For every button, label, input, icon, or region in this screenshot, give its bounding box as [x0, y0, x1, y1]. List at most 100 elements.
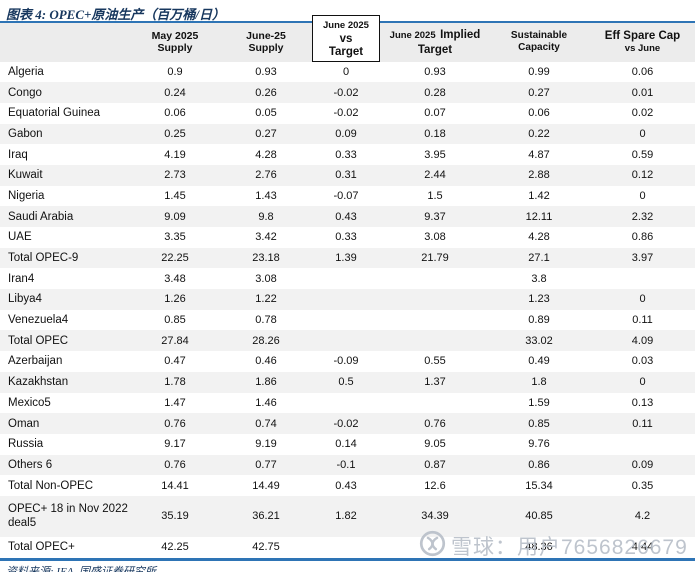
cell-may-2025-supply: 0.25 [164, 127, 186, 140]
cell-june-2025-vs-target [310, 289, 382, 310]
cell-june-25-supply: 42.75 [252, 541, 280, 554]
cell-sustainable-capacity: 9.76 [528, 438, 550, 451]
cell-implied-target: 9.37 [424, 210, 446, 223]
cell-june-2025-vs-target [310, 310, 382, 331]
row-label: Nigeria [8, 189, 45, 202]
cell-june-25-supply: 0.77 [255, 458, 277, 471]
table-row: Iraq 4.19 4.28 0.33 3.95 4.87 0.59 [0, 144, 695, 165]
cell-june-25-supply: 2.76 [255, 169, 277, 182]
cell-june-2025-vs-target: 0.31 [335, 169, 357, 182]
cell-sustainable-capacity: 0.86 [528, 458, 550, 471]
cell-eff-spare-cap: 4.2 [634, 510, 651, 523]
cell-may-2025-supply: 0.24 [164, 86, 186, 99]
cell-june-25-supply: 1.46 [255, 396, 277, 409]
cell-eff-spare-cap: 0 [639, 127, 646, 140]
table-row: Iran4 3.48 3.08 3.8 [0, 268, 695, 290]
cell-june-25-supply: 1.22 [255, 293, 277, 306]
cell-eff-spare-cap: 0.35 [631, 479, 654, 492]
col-header-eff-spare-cap: Eff Spare Cap vs June [604, 29, 681, 54]
cell-may-2025-supply: 27.84 [161, 334, 189, 347]
cell-may-2025-supply: 1.78 [164, 376, 186, 389]
cell-implied-target [382, 310, 488, 331]
cell-may-2025-supply: 35.19 [161, 510, 189, 523]
cell-sustainable-capacity: 4.87 [528, 148, 550, 161]
cell-june-2025-vs-target: -0.07 [333, 189, 359, 202]
cell-sustainable-capacity: 33.02 [525, 334, 553, 347]
cell-sustainable-capacity: 27.1 [528, 252, 550, 265]
cell-may-2025-supply: 3.48 [164, 272, 186, 285]
cell-may-2025-supply: 2.73 [164, 169, 186, 182]
cell-may-2025-supply: 42.25 [161, 541, 189, 554]
cell-implied-target: 1.37 [424, 376, 446, 389]
cell-eff-spare-cap: 0.11 [632, 314, 653, 327]
cell-june-25-supply: 0.46 [255, 355, 277, 368]
table-row: Gabon 0.25 0.27 0.09 0.18 0.22 0 [0, 123, 695, 145]
cell-june-2025-vs-target: 1.82 [335, 510, 357, 523]
cell-june-25-supply: 14.49 [252, 479, 280, 492]
cell-implied-target: 0.28 [424, 86, 446, 99]
cell-eff-spare-cap: 0.06 [631, 65, 654, 78]
row-label: Kazakhstan [8, 376, 69, 389]
cell-june-2025-vs-target: 0.14 [335, 438, 357, 451]
cell-eff-spare-cap: 0 [639, 189, 646, 202]
cell-eff-spare-cap: 0.09 [631, 458, 654, 471]
cell-sustainable-capacity: 0.27 [528, 86, 550, 99]
table-row: Total Non-OPEC 14.41 14.49 0.43 12.6 15.… [0, 475, 695, 496]
row-label: Algeria [8, 65, 44, 78]
cell-june-2025-vs-target [310, 393, 382, 414]
cell-june-25-supply: 0.26 [255, 86, 277, 99]
cell-sustainable-capacity: 40.85 [525, 510, 553, 523]
cell-sustainable-capacity: 0.22 [528, 127, 550, 140]
row-label: Kuwait [8, 169, 43, 182]
row-label: Total OPEC-9 [8, 252, 79, 265]
cell-implied-target: 12.6 [424, 479, 446, 492]
row-label: Mexico5 [8, 396, 51, 409]
cell-may-2025-supply: 4.19 [164, 148, 186, 161]
table-row: Kuwait 2.73 2.76 0.31 2.44 2.88 0.12 [0, 164, 695, 186]
cell-june-25-supply: 4.28 [255, 148, 277, 161]
cell-may-2025-supply: 1.26 [164, 293, 186, 306]
row-label: Total OPEC [8, 334, 69, 347]
cell-june-2025-vs-target: 0.43 [335, 479, 357, 492]
cell-june-25-supply: 0.93 [255, 65, 277, 78]
cell-sustainable-capacity: 0.85 [528, 417, 550, 430]
row-label: Russia [8, 438, 44, 451]
row-label: UAE [8, 231, 32, 244]
table-row: Mexico5 1.47 1.46 1.59 0.13 [0, 392, 695, 414]
row-label: Azerbaijan [8, 355, 63, 368]
cell-may-2025-supply: 3.35 [164, 231, 186, 244]
cell-implied-target: 0.55 [424, 355, 446, 368]
cell-sustainable-capacity: 0.99 [528, 65, 550, 78]
cell-sustainable-capacity: 12.11 [525, 210, 553, 223]
cell-june-25-supply: 0.05 [255, 107, 277, 120]
col-header-sustainable-capacity: Sustainable Capacity [510, 30, 568, 54]
cell-june-2025-vs-target: 0 [342, 65, 350, 78]
col-header-june-2025-vs-target: June 2025 vs Target [312, 15, 380, 62]
cell-implied-target: 3.08 [424, 231, 446, 244]
cell-june-25-supply: 0.78 [255, 314, 277, 327]
row-label: Gabon [8, 127, 43, 140]
cell-may-2025-supply: 0.85 [164, 314, 186, 327]
table-row: Congo 0.24 0.26 -0.02 0.28 0.27 0.01 [0, 82, 695, 103]
cell-june-2025-vs-target: 0.5 [338, 376, 354, 389]
row-label: Total Non-OPEC [8, 479, 94, 492]
cell-eff-spare-cap: 0.59 [631, 148, 654, 161]
cell-june-2025-vs-target [310, 268, 382, 289]
col-header-may-2025-supply: May 2025 Supply [151, 30, 199, 55]
cell-implied-target: 2.44 [424, 169, 446, 182]
cell-eff-spare-cap: 4.09 [631, 334, 654, 347]
cell-may-2025-supply: 22.25 [161, 252, 189, 265]
cell-sustainable-capacity: 4.28 [528, 231, 550, 244]
cell-june-2025-vs-target: -0.02 [333, 86, 359, 99]
cell-implied-target: 21.79 [421, 252, 449, 265]
figure-title: 图表 4: OPEC+原油生产（百万桶/日） [6, 7, 226, 22]
cell-june-2025-vs-target: 0.33 [335, 148, 357, 161]
row-label: Libya4 [8, 293, 42, 306]
source-note: 资料来源: IEA, 国盛证券研究所 [6, 565, 157, 572]
cell-june-2025-vs-target: 0.43 [335, 210, 357, 223]
cell-june-25-supply: 3.08 [255, 272, 277, 285]
cell-may-2025-supply: 9.17 [164, 438, 186, 451]
cell-june-2025-vs-target: 0.33 [335, 231, 357, 244]
cell-may-2025-supply: 9.09 [164, 210, 186, 223]
